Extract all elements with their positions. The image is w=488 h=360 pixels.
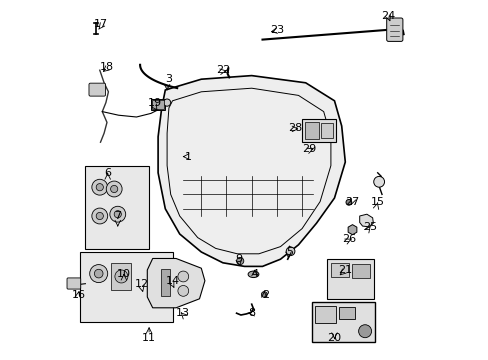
Bar: [330, 263, 348, 277]
Circle shape: [163, 99, 170, 106]
Text: 13: 13: [176, 308, 190, 318]
Bar: [338, 307, 354, 319]
Text: 26: 26: [341, 234, 355, 244]
Text: 6: 6: [104, 168, 111, 178]
Text: 2: 2: [262, 290, 269, 300]
Text: 27: 27: [345, 197, 359, 207]
Text: 5: 5: [285, 247, 292, 257]
Bar: [151, 99, 165, 110]
Ellipse shape: [247, 271, 258, 278]
FancyBboxPatch shape: [67, 278, 81, 289]
Circle shape: [110, 185, 118, 193]
Circle shape: [110, 206, 125, 222]
Circle shape: [358, 325, 371, 338]
Text: 25: 25: [362, 222, 376, 232]
Text: 28: 28: [287, 123, 302, 133]
Text: 18: 18: [100, 62, 114, 72]
Bar: [85, 166, 149, 249]
Bar: [326, 259, 373, 299]
Polygon shape: [359, 214, 373, 227]
Bar: [152, 100, 164, 109]
Polygon shape: [158, 76, 345, 266]
Circle shape: [94, 269, 103, 278]
Circle shape: [346, 199, 351, 205]
Bar: [305, 122, 319, 139]
Text: 3: 3: [165, 74, 172, 84]
Text: 16: 16: [72, 290, 86, 300]
Circle shape: [178, 285, 188, 296]
Bar: [351, 264, 369, 278]
Circle shape: [96, 212, 103, 220]
Bar: [111, 263, 131, 290]
Bar: [161, 269, 170, 296]
Circle shape: [115, 270, 127, 283]
Circle shape: [236, 257, 244, 265]
Circle shape: [92, 208, 107, 224]
Bar: [80, 252, 172, 322]
Polygon shape: [147, 258, 204, 308]
Text: 12: 12: [135, 279, 149, 289]
Text: 29: 29: [302, 144, 316, 154]
Text: 8: 8: [247, 308, 255, 318]
Circle shape: [89, 265, 107, 283]
Text: 22: 22: [215, 65, 229, 75]
Circle shape: [92, 179, 107, 195]
Circle shape: [114, 211, 121, 218]
Circle shape: [96, 184, 103, 191]
Bar: [302, 119, 336, 142]
Text: 20: 20: [327, 333, 341, 343]
Circle shape: [373, 176, 384, 187]
Text: 1: 1: [185, 152, 192, 162]
Circle shape: [261, 292, 266, 297]
Bar: [320, 123, 333, 138]
Text: 11: 11: [142, 333, 156, 343]
FancyBboxPatch shape: [89, 83, 105, 96]
Text: 23: 23: [269, 24, 284, 35]
Bar: [311, 302, 374, 342]
Text: 21: 21: [338, 265, 352, 275]
Text: 9: 9: [235, 254, 242, 264]
Text: 10: 10: [117, 269, 131, 279]
Text: 19: 19: [147, 98, 161, 108]
FancyBboxPatch shape: [386, 18, 402, 41]
Text: 4: 4: [251, 269, 258, 279]
Text: 17: 17: [93, 19, 107, 30]
Bar: [314, 306, 336, 323]
Circle shape: [285, 247, 294, 256]
Circle shape: [106, 181, 122, 197]
Text: 15: 15: [370, 197, 384, 207]
Text: 14: 14: [165, 276, 179, 286]
Text: 7: 7: [114, 211, 121, 221]
Text: 24: 24: [381, 11, 395, 21]
Circle shape: [178, 271, 188, 282]
